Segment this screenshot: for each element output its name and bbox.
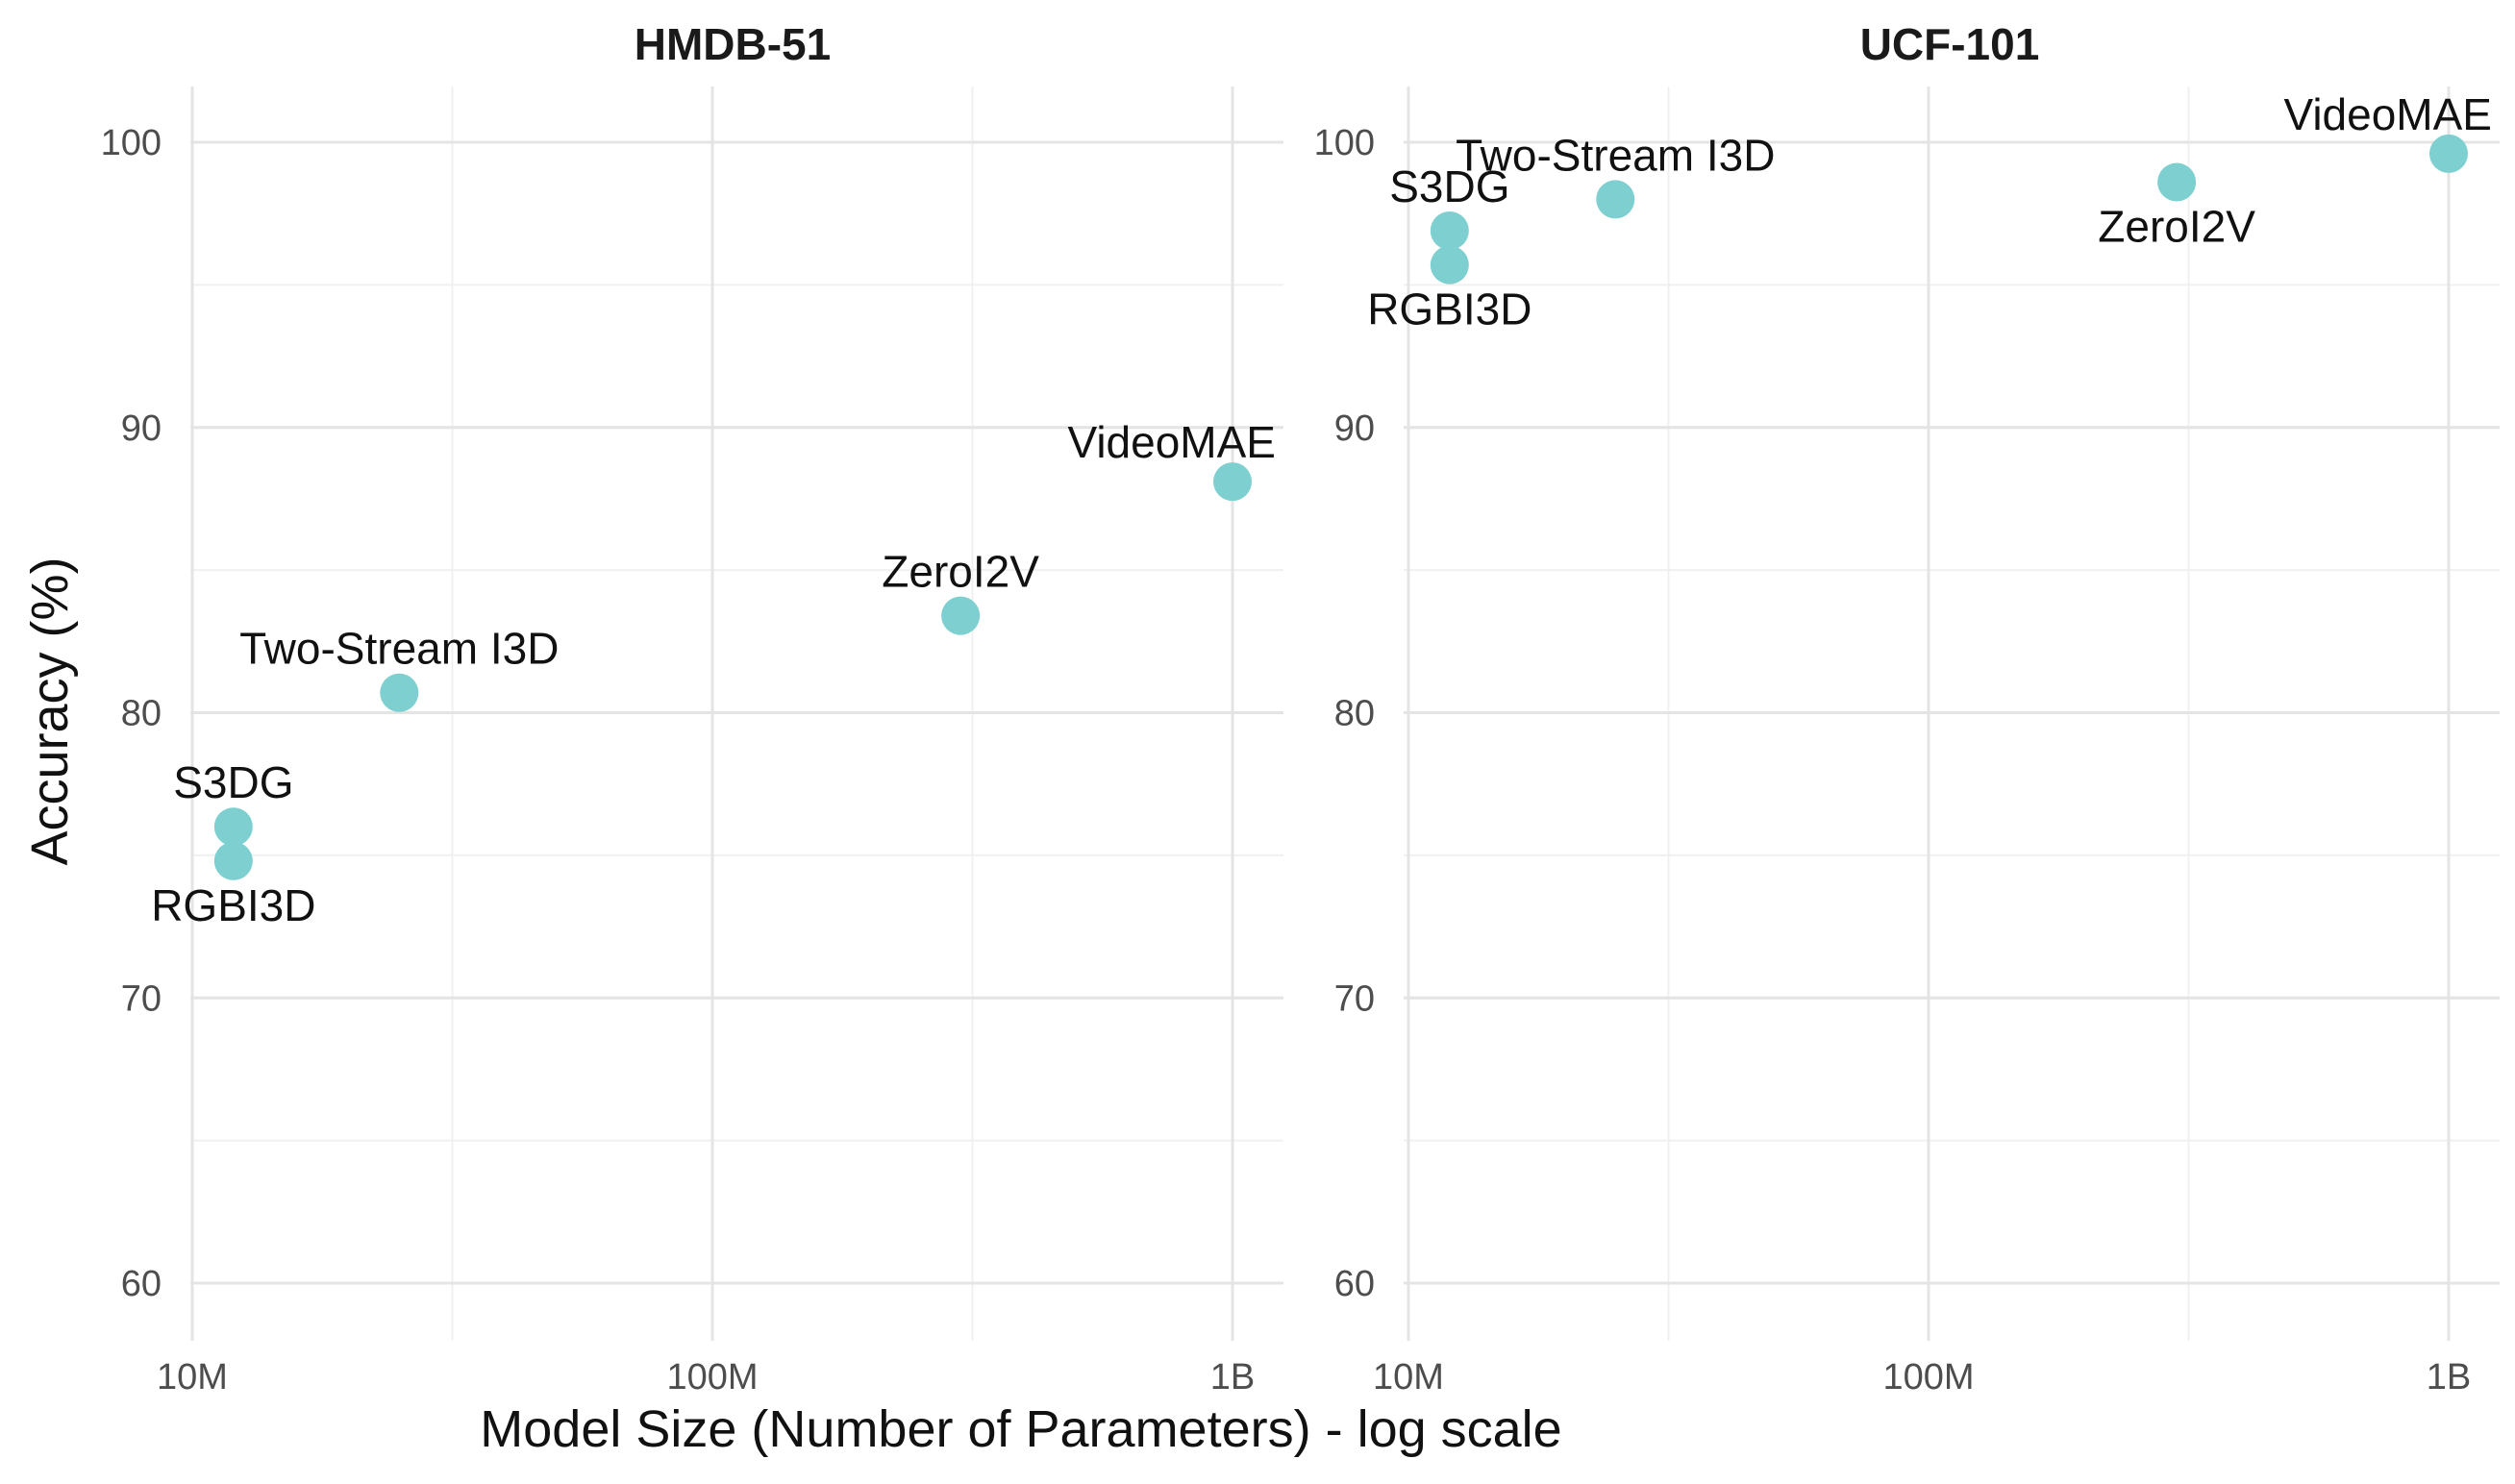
data-point bbox=[1430, 210, 1469, 250]
chart-panels: 60 70 80 90 100 10M 100M 1B HMDB-51 S3DG RGBI3D Two… bbox=[101, 19, 2500, 1397]
panel-0: 60 70 80 90 100 10M 100M 1B HMDB-51 S3DG RGBI3D Two… bbox=[101, 19, 1283, 1397]
x-tick-label: 10M bbox=[157, 1357, 228, 1397]
panel-title: HMDB-51 bbox=[635, 19, 831, 69]
point-label: RGBI3D bbox=[151, 880, 315, 930]
y-tick-label: 80 bbox=[1334, 694, 1375, 734]
y-axis-title: Accuracy (%) bbox=[21, 556, 79, 865]
point-label: VideoMAE bbox=[2283, 89, 2492, 139]
point-label: Two-Stream I3D bbox=[1456, 130, 1775, 180]
data-point bbox=[2429, 134, 2468, 173]
x-tick-label: 100M bbox=[666, 1357, 758, 1397]
point-label: S3DG bbox=[1389, 161, 1509, 211]
point-label: RGBI3D bbox=[1367, 284, 1531, 334]
y-tick-label: 100 bbox=[1314, 123, 1375, 163]
x-tick-label: 10M bbox=[1373, 1357, 1444, 1397]
point-label: ZeroI2V bbox=[882, 547, 1039, 597]
y-tick-label: 70 bbox=[121, 978, 162, 1019]
y-tick-label: 70 bbox=[1334, 978, 1375, 1019]
y-tick-label: 90 bbox=[121, 408, 162, 449]
data-point bbox=[1596, 180, 1635, 219]
data-point bbox=[1430, 245, 1469, 284]
y-tick-label: 90 bbox=[1334, 408, 1375, 449]
x-tick-label: 1B bbox=[2427, 1357, 2471, 1397]
x-axis-title: Model Size (Number of Parameters) - log … bbox=[480, 1400, 1561, 1458]
point-label: S3DG bbox=[173, 757, 293, 807]
data-point bbox=[380, 673, 419, 712]
data-point bbox=[2157, 162, 2197, 202]
y-tick-label: 100 bbox=[101, 123, 162, 163]
y-tick-label: 60 bbox=[1334, 1264, 1375, 1304]
y-tick-label: 80 bbox=[121, 694, 162, 734]
panel-1: 60 70 80 90 100 10M 100M 1B UCF-101 S3DG RGBI3D Two… bbox=[1314, 19, 2500, 1397]
x-tick-label: 1B bbox=[1210, 1357, 1255, 1397]
data-point bbox=[213, 807, 253, 847]
data-point bbox=[941, 596, 981, 635]
point-label: ZeroI2V bbox=[2098, 202, 2255, 252]
y-tick-label: 60 bbox=[121, 1264, 162, 1304]
point-label: VideoMAE bbox=[1067, 417, 1276, 467]
x-tick-label: 100M bbox=[1882, 1357, 1974, 1397]
data-point bbox=[213, 841, 253, 880]
point-label: Two-Stream I3D bbox=[239, 624, 559, 674]
data-point bbox=[1213, 462, 1252, 502]
panel-title: UCF-101 bbox=[1860, 19, 2040, 69]
